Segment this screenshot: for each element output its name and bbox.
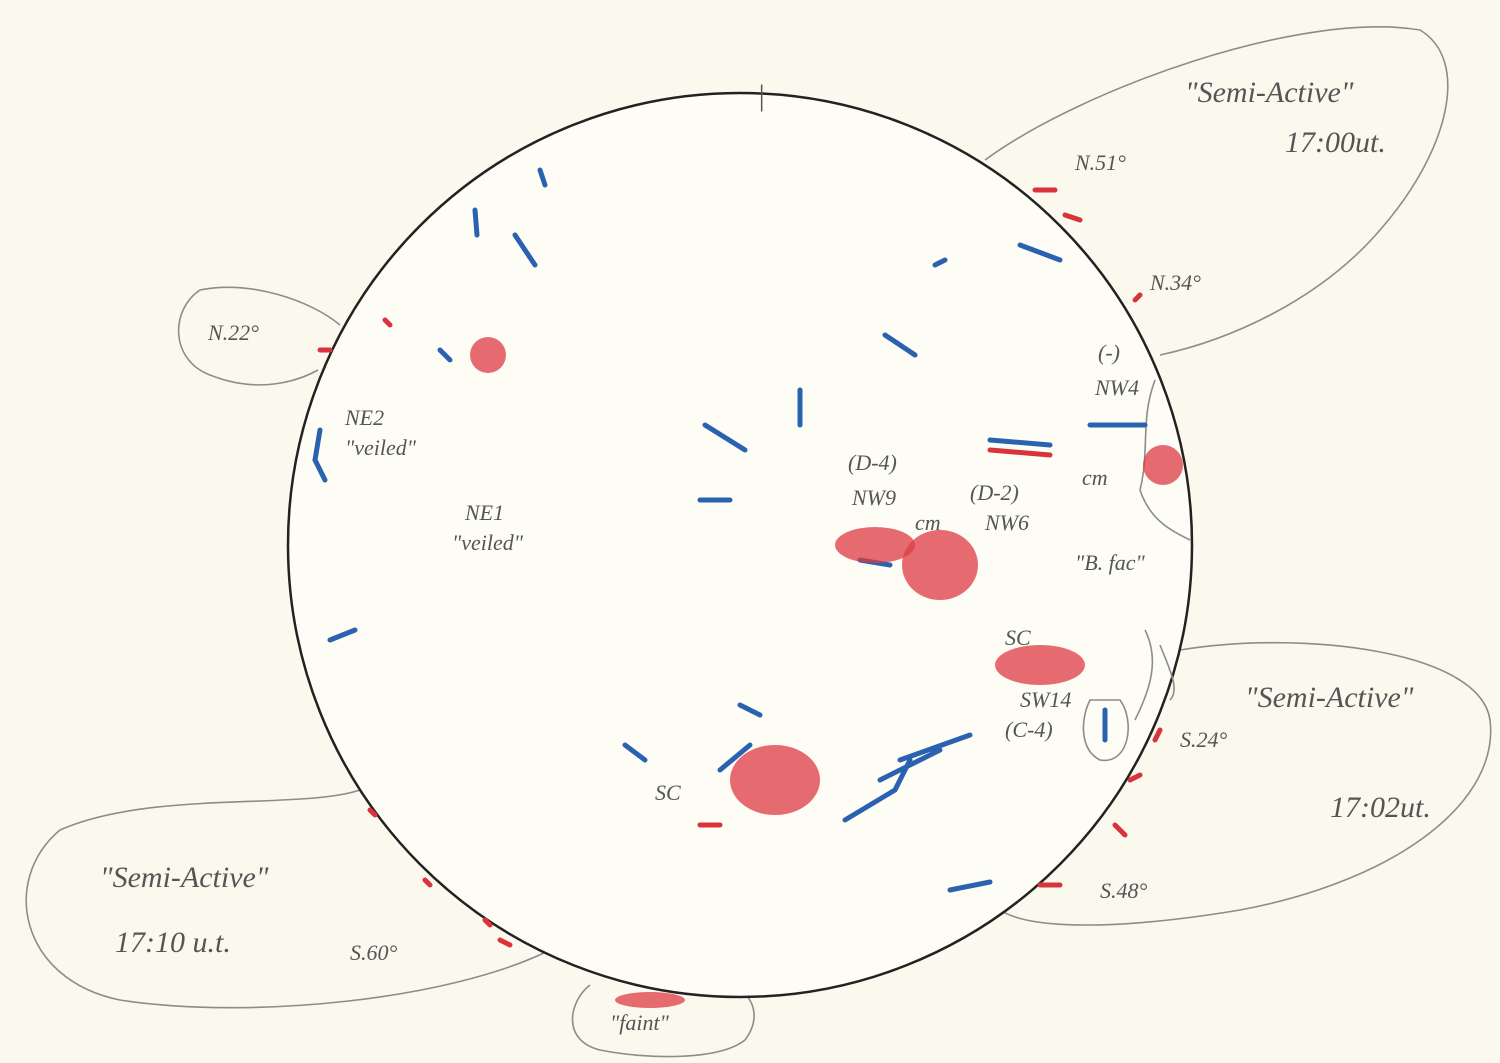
faint-label: "faint" (610, 1010, 670, 1035)
time-label: 17:10 u.t. (115, 926, 231, 959)
solar-features (312, 167, 1183, 1008)
activity-label: "Semi-Active" (1245, 681, 1414, 714)
feature-class: (-) (1098, 340, 1120, 365)
feature-class: (D-4) (848, 450, 897, 475)
feature-note: "veiled" (345, 435, 417, 460)
time-label: 17:02ut. (1330, 791, 1431, 824)
solar-disk (286, 91, 1194, 999)
feature-name: "B. fac" (1075, 550, 1146, 575)
feature-mark: SC (655, 780, 681, 805)
latitude-label: N.34° (1149, 270, 1201, 295)
feature-note: "veiled" (452, 530, 524, 555)
latitude-label: S.60° (350, 940, 398, 965)
latitude-label: S.24° (1180, 727, 1228, 752)
balloon-sw (25, 789, 551, 1009)
latitude-label: S.48° (1100, 878, 1148, 903)
activity-label: "Semi-Active" (1185, 76, 1354, 109)
feature-name: NW9 (851, 485, 896, 510)
feature-name: NW6 (984, 510, 1029, 535)
activity-label: "Semi-Active" (100, 861, 269, 894)
facula-outline (1082, 699, 1129, 761)
facula-outline (1134, 379, 1191, 721)
balloon-s (571, 984, 755, 1058)
balloon-e (177, 286, 341, 386)
north-marker: | (757, 79, 765, 112)
feature-mark: SC (1005, 625, 1031, 650)
feature-class: (C-4) (1005, 717, 1053, 742)
feature-name: NE2 (344, 405, 384, 430)
latitude-label: N.22° (207, 320, 259, 345)
balloon-ne (984, 26, 1449, 356)
balloon-se (999, 641, 1492, 926)
feature-class: (D-2) (970, 480, 1019, 505)
feature-name: NE1 (464, 500, 504, 525)
feature-mark: cm (915, 510, 941, 535)
time-label: 17:00ut. (1285, 126, 1386, 159)
feature-name: NW4 (1094, 375, 1139, 400)
feature-name: SW14 (1020, 687, 1071, 712)
latitude-label: N.51° (1074, 150, 1126, 175)
feature-mark: cm (1082, 465, 1108, 490)
